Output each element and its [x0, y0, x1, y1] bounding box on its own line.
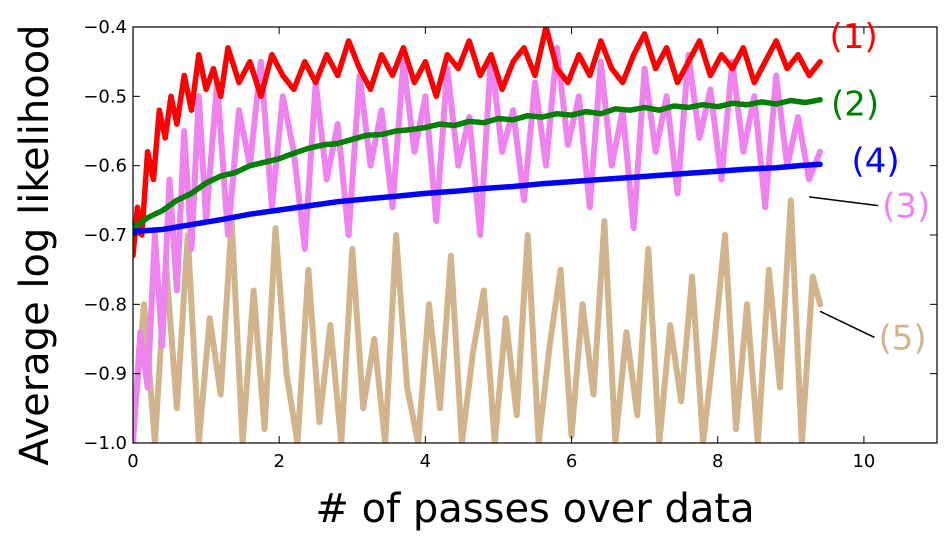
series-labels-layer: (5) (3) (1) (2) (4): [808, 17, 930, 358]
x-tick-label: 8: [712, 451, 723, 472]
series-layer: [133, 27, 824, 443]
series-line-5: [133, 161, 823, 235]
x-tick-label: 4: [420, 451, 431, 472]
ticks-layer: 0 2 4 6 8 10 −1.0 −0.9 −0.8 −0.7 −0.6 −0.5 −0.4: [83, 17, 937, 472]
x-tick-label: 2: [273, 451, 284, 472]
x-tick-label: 10: [852, 451, 875, 472]
y-axis-label: Average log likelihood: [12, 24, 58, 465]
series-line-3: [133, 27, 823, 259]
x-tick-label: 0: [127, 451, 138, 472]
y-tick-label: −0.4: [83, 17, 127, 38]
y-tick-label: −0.6: [83, 156, 127, 177]
y-tick-label: −0.7: [83, 225, 127, 246]
series-label-1: (5): [879, 318, 927, 358]
series-label-5: (4): [851, 142, 899, 182]
x-tick-label: 6: [566, 451, 577, 472]
series-line-4: [133, 97, 823, 231]
series-line-1: [133, 197, 824, 443]
y-tick-label: −0.9: [83, 364, 127, 385]
y-tick-label: −0.8: [83, 294, 127, 315]
x-axis-label: # of passes over data: [315, 486, 754, 532]
series-label-2: (3): [882, 187, 930, 227]
series-pointer-line: [808, 196, 879, 207]
y-tick-label: −0.5: [83, 86, 127, 107]
series-pointer-line: [819, 310, 875, 339]
series-label-3: (1): [830, 17, 878, 57]
y-tick-label: −1.0: [83, 433, 127, 454]
series-label-4: (2): [831, 85, 879, 125]
